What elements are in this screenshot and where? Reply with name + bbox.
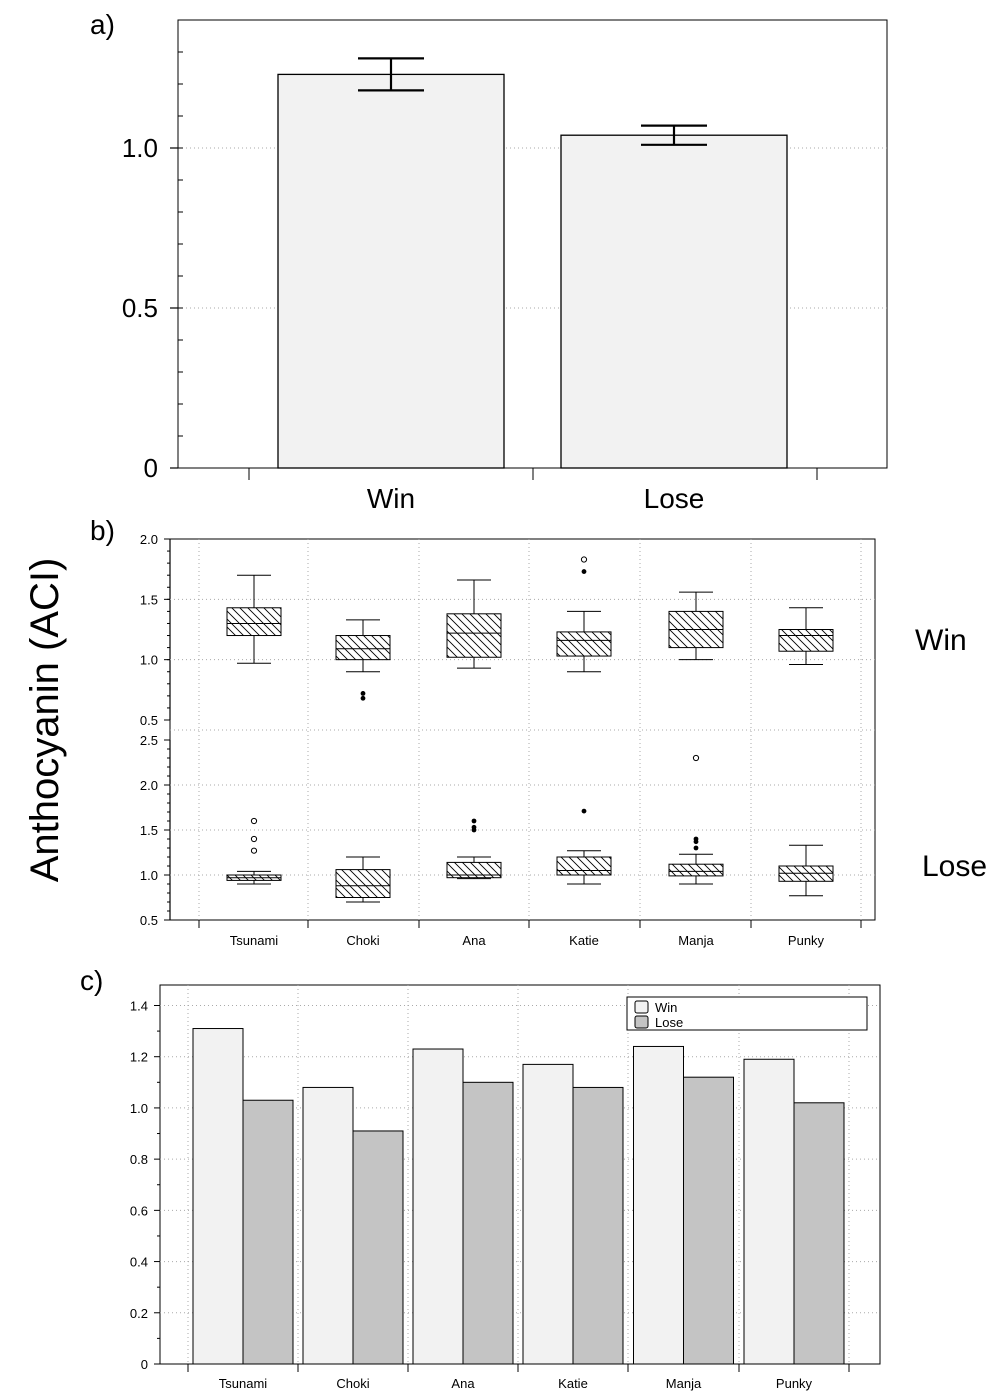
bar-lose-punky (793, 1102, 845, 1365)
y-tick-label: 2.0 (140, 532, 158, 547)
y-tick-label: 0.8 (130, 1152, 148, 1167)
outlier-filled (693, 845, 699, 851)
bar-win-manja (633, 1045, 684, 1365)
x-tick-label: Choki (336, 1376, 369, 1391)
outlier-filled (581, 808, 587, 814)
outlier-filled (693, 839, 699, 845)
box-win-choki (335, 635, 391, 661)
legend-label-win: Win (655, 1000, 677, 1015)
box-lose-choki (335, 869, 391, 898)
legend-label-lose: Lose (655, 1015, 683, 1030)
panel-a: 0 0.5 1.0 Win Lose (122, 19, 888, 514)
y-tick-label: 1.0 (140, 868, 158, 883)
box-lose-ana (446, 861, 502, 879)
panel-label-b: b) (90, 515, 115, 546)
outlier-filled (471, 818, 477, 824)
y-tick-label: 0 (144, 453, 158, 483)
bar-win-katie (522, 1063, 574, 1365)
outlier-open (692, 754, 700, 762)
outlier-open (250, 817, 258, 825)
x-tick-label: Tsunami (219, 1376, 268, 1391)
y-tick-label: 1.0 (122, 133, 158, 163)
bar-lose-katie (572, 1086, 624, 1365)
outlier-filled (360, 691, 366, 696)
bar-win-tsunami (192, 1028, 244, 1365)
x-tick-label: Manja (666, 1376, 702, 1391)
y-tick-label: 0.4 (130, 1255, 148, 1270)
box-lose-manja (668, 863, 724, 877)
y-tick-label: 0.6 (130, 1203, 148, 1218)
bar-win-choki (302, 1086, 354, 1365)
bar-lose-ana (462, 1081, 514, 1365)
bar-lose-choki (352, 1130, 404, 1365)
legend-box (626, 996, 868, 1031)
box-lose-katie (556, 856, 612, 876)
outlier-open (580, 556, 588, 563)
box-win-punky (778, 629, 834, 652)
x-tick-label: Katie (558, 1376, 588, 1391)
y-tick-label: 0.5 (140, 913, 158, 928)
bar-win-ana (412, 1048, 464, 1365)
x-tick-label: Manja (678, 933, 714, 948)
y-tick-label: 0 (141, 1357, 148, 1372)
outlier-open (250, 835, 258, 843)
outlier-open (250, 847, 258, 854)
panel-b: 0.5 1.0 1.5 2.0 0.5 1.0 1.5 2.0 2.5 Tsunami Choki A… (140, 532, 876, 948)
bar-lose (560, 134, 788, 469)
y-axis-title: Anthocyanin (ACI) (23, 558, 67, 883)
legend-swatch-win (634, 1000, 649, 1014)
x-tick-label: Ana (462, 933, 486, 948)
y-tick-label: 2.0 (140, 778, 158, 793)
box-win-tsunami (226, 607, 282, 637)
y-tick-label: 0.5 (140, 713, 158, 728)
bar-win-punky (743, 1058, 795, 1365)
x-tick-label: Win (367, 483, 415, 514)
outlier-filled (581, 569, 587, 574)
side-label-lose: Lose (922, 850, 987, 883)
bar-win (277, 73, 505, 469)
x-tick-label: Punky (776, 1376, 813, 1391)
y-tick-label: 1.0 (130, 1101, 148, 1116)
y-tick-label: 1.2 (130, 1050, 148, 1065)
legend-swatch-lose (634, 1015, 649, 1029)
panel-c: 0 0.2 0.4 0.6 0.8 1.0 1.2 1.4 Tsunami Choki Ana Kat… (130, 984, 881, 1391)
y-tick-label: 1.5 (140, 823, 158, 838)
box-win-ana (446, 613, 502, 658)
bar-lose-tsunami (242, 1099, 294, 1365)
box-win-katie (556, 631, 612, 657)
y-tick-label: 1.0 (140, 653, 158, 668)
y-tick-label: 0.5 (122, 293, 158, 323)
panel-label-a: a) (90, 9, 115, 40)
outlier-filled (360, 695, 366, 701)
y-tick-label: 1.5 (140, 592, 158, 607)
y-tick-label: 1.4 (130, 998, 148, 1013)
y-tick-label: 2.5 (140, 733, 158, 748)
x-tick-label: Choki (346, 933, 379, 948)
x-tick-label: Katie (569, 933, 599, 948)
bar-lose-manja (683, 1076, 734, 1365)
x-tick-label: Lose (644, 483, 705, 514)
side-label-win: Win (915, 624, 967, 657)
x-tick-label: Punky (788, 933, 825, 948)
x-tick-label: Ana (451, 1376, 475, 1391)
outlier-filled (471, 827, 477, 833)
y-tick-label: 0.2 (130, 1306, 148, 1321)
x-tick-label: Tsunami (230, 933, 279, 948)
panel-label-c: c) (80, 965, 103, 996)
